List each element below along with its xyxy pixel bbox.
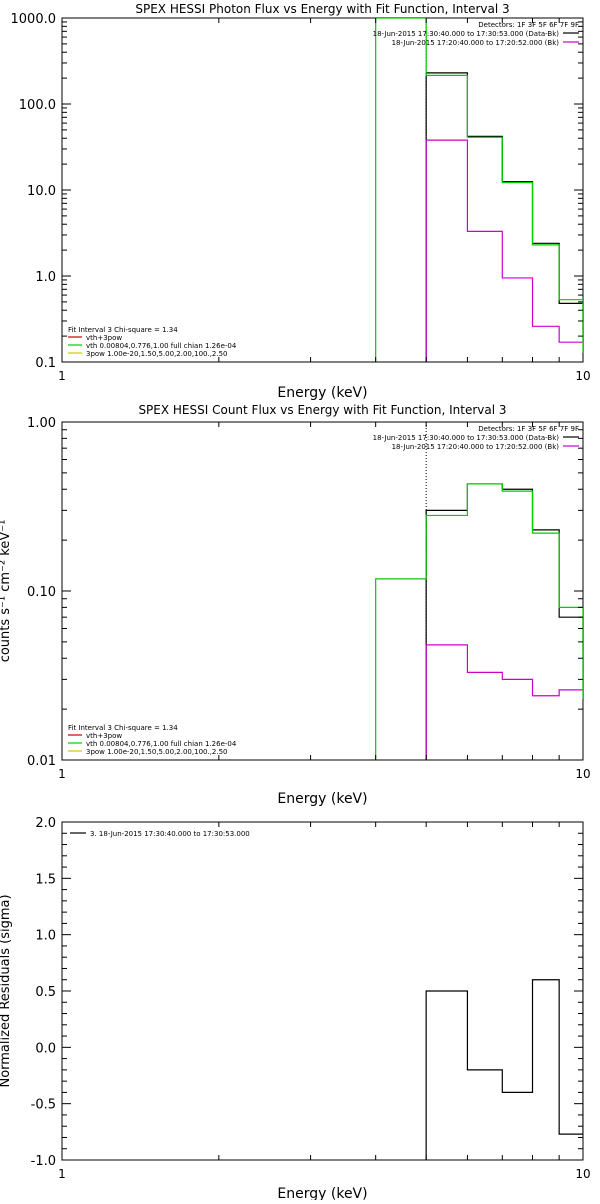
fit-legend-entry-label: vth+3pow — [86, 732, 122, 740]
legend-entry-label: 18-Jun-2015 17:20:40.000 to 17:20:52.000… — [392, 39, 560, 47]
legend-entry-label: 3. 18-Jun-2015 17:30:40.000 to 17:30:53.… — [90, 830, 250, 838]
y-tick-label: 0.1 — [35, 356, 56, 371]
x-axis-label: Energy (keV) — [277, 791, 367, 807]
chart-panel-2: SPEX HESSI Count Flux vs Energy with Fit… — [0, 403, 591, 807]
x-axis-label: Energy (keV) — [277, 1186, 367, 1200]
plot-area — [375, 422, 583, 760]
y-tick-label: 1000.0 — [11, 12, 57, 27]
fit-legend-header: Fit Interval 3 Chi-square = 1.34 — [68, 326, 178, 334]
y-tick-label: 100.0 — [19, 98, 56, 113]
fit-legend-header: Fit Interval 3 Chi-square = 1.34 — [68, 724, 178, 732]
y-axis-label: Normalized Residuals (sigma) — [0, 894, 13, 1087]
plot-frame — [61, 421, 584, 761]
x-tick-label: 1 — [58, 369, 66, 383]
y-tick-label: -1.0 — [31, 1154, 56, 1169]
series-line-2 — [425, 644, 583, 760]
y-tick-label: 10.0 — [27, 184, 56, 199]
plot-frame — [61, 821, 584, 1161]
legend-entry-label: 18-Jun-2015 17:30:40.000 to 17:30:53.000… — [373, 434, 560, 442]
plot-area — [375, 18, 583, 362]
y-axis-label: counts s⁻¹ cm⁻² keV⁻¹ — [0, 520, 13, 663]
y-tick-label: 0.5 — [35, 985, 56, 1000]
y-tick-label: 1.00 — [27, 416, 56, 431]
x-tick-label: 10 — [575, 1167, 590, 1181]
plot-area — [425, 863, 583, 1160]
legend-header: Detectors: 1F 3F 5F 6F 7F 9F — [478, 425, 579, 433]
x-tick-label: 1 — [58, 1167, 66, 1181]
plot-frame — [61, 17, 584, 363]
fit-legend-entry-label: vth 0.00804,0.776,1.00 full chian 1.26e-… — [86, 342, 237, 350]
fit-legend-entry-label: vth 0.00804,0.776,1.00 full chian 1.26e-… — [86, 740, 237, 748]
series-line-1 — [425, 72, 583, 362]
y-tick-label: 0.01 — [27, 754, 56, 769]
series-line-1 — [425, 863, 583, 1160]
y-tick-label: -0.5 — [31, 1098, 56, 1113]
series-line-1 — [425, 483, 583, 760]
legend-entry-label: 18-Jun-2015 17:20:40.000 to 17:20:52.000… — [392, 443, 560, 451]
legend-header: Detectors: 1F 3F 5F 6F 7F 9F — [478, 21, 579, 29]
legend-entry-label: 18-Jun-2015 17:30:40.000 to 17:30:53.000… — [373, 30, 560, 38]
fit-legend-entry-label: vth+3pow — [86, 334, 122, 342]
x-tick-label: 1 — [58, 767, 66, 781]
chart-panel-3: 1 10 Energy (keV) -1.0 -0.5 0.0 0.5 1.0 1.5 2.0 No… — [0, 816, 591, 1202]
y-tick-label: 0.0 — [35, 1041, 56, 1056]
fit-legend-entry-label: 3pow 1.00e-20,1.50,5.00,2.00,100.,2.50 — [86, 350, 228, 358]
x-tick-label: 10 — [575, 369, 590, 383]
chart-panel-1: SPEX HESSI Photon Flux vs Energy with Fi… — [11, 2, 591, 401]
series-line-3 — [375, 483, 583, 760]
y-tick-label: 1.0 — [35, 270, 56, 285]
y-tick-label: 1.5 — [35, 872, 56, 887]
x-tick-label: 10 — [575, 767, 590, 781]
y-tick-label: 2.0 — [35, 816, 56, 831]
y-tick-label: 0.10 — [27, 585, 56, 600]
series-line-2 — [425, 139, 583, 362]
chart-title: SPEX HESSI Count Flux vs Energy with Fit… — [138, 403, 506, 417]
chart-title: SPEX HESSI Photon Flux vs Energy with Fi… — [135, 2, 509, 16]
fit-legend-entry-label: 3pow 1.00e-20,1.50,5.00,2.00,100.,2.50 — [86, 748, 228, 756]
x-axis-label: Energy (keV) — [277, 385, 367, 401]
y-tick-label: 1.0 — [35, 929, 56, 944]
series-line-3 — [375, 18, 583, 362]
